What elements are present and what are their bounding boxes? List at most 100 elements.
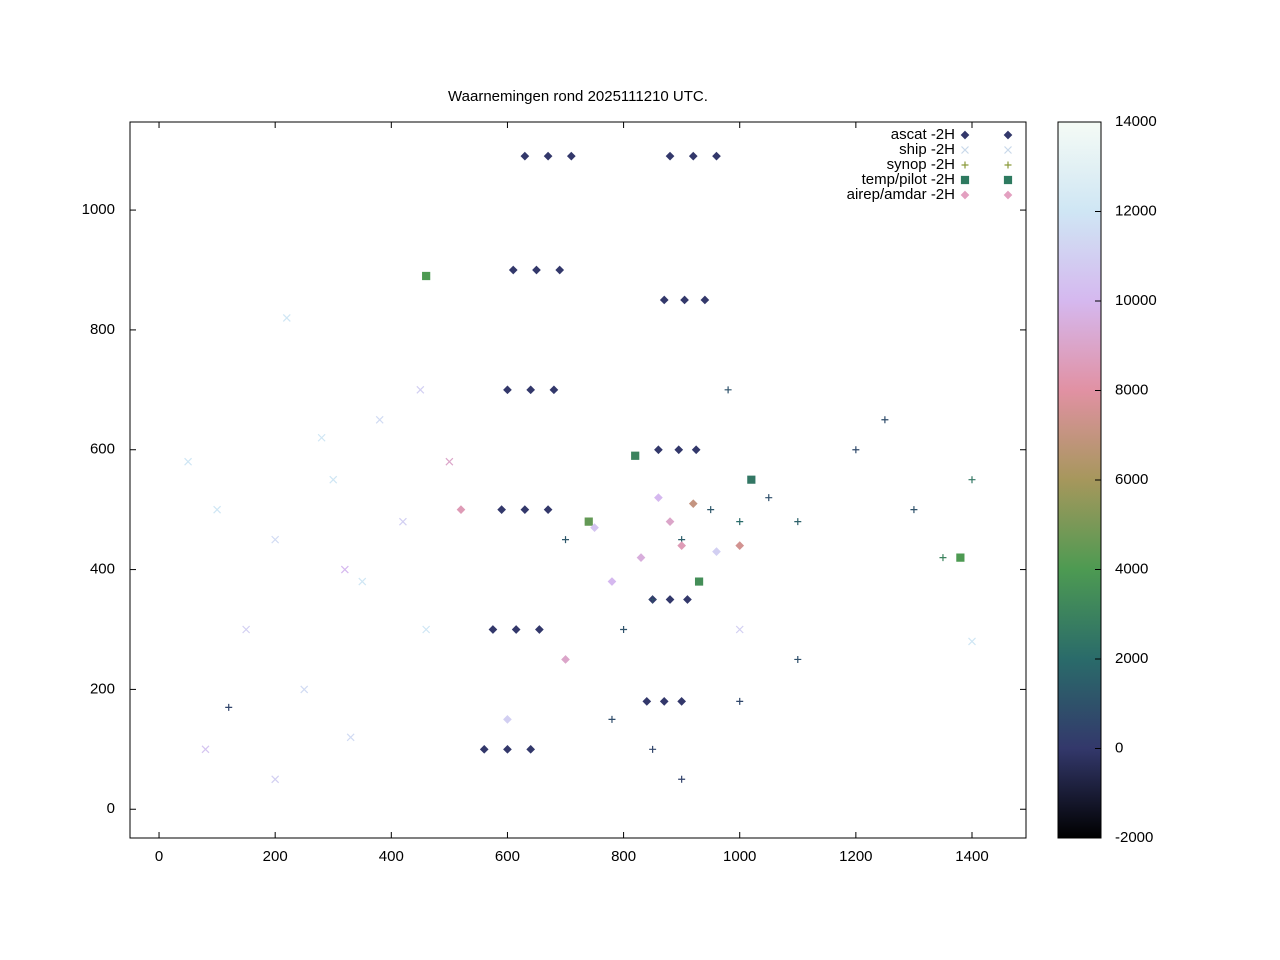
data-point [422,271,431,281]
data-point [532,265,541,275]
data-point [271,535,280,544]
data-point [422,625,431,634]
data-point [242,625,251,634]
legend-label: ship -2H [899,141,955,158]
data-point [497,505,506,515]
legend-symbol [1003,175,1013,185]
data-point [677,541,687,550]
data-point [636,553,646,562]
colorbar [1058,122,1101,838]
data-point [358,577,367,586]
legend-symbol [1004,161,1012,169]
data-point [503,744,512,754]
data-point [479,744,489,754]
data-point [184,457,192,466]
data-point [939,554,947,562]
data-point [566,151,576,161]
data-point [225,703,233,711]
data-point [674,445,684,455]
data-point [665,151,675,161]
legend-symbol [1003,130,1013,140]
y-tick-label: 800 [90,321,115,338]
data-point [665,517,675,526]
x-tick-label: 1200 [839,848,872,865]
data-point [488,625,498,634]
data-point [555,265,565,275]
data-point [665,595,675,604]
colorbar-tick-label: 8000 [1115,381,1148,398]
data-point [968,476,976,484]
chart-title: Waarnemingen rond 2025111210 UTC. [448,88,708,105]
y-tick-label: 1000 [82,201,115,218]
data-point [526,744,536,754]
data-point [590,523,599,532]
colorbar-tick-label: 4000 [1115,560,1148,577]
data-point [956,553,965,562]
data-point [543,151,553,161]
x-tick-label: 400 [379,848,404,865]
x-tick-label: 200 [263,848,288,865]
y-tick-label: 200 [90,680,115,697]
colorbar-tick-label: 12000 [1115,202,1157,219]
data-point [584,517,593,526]
data-point [526,385,536,395]
data-point [794,655,802,663]
data-point [691,445,701,455]
legend-symbol [1004,146,1012,154]
data-point [677,697,687,706]
data-point [642,697,652,706]
data-point [271,775,280,784]
plot-frame [129,121,1027,839]
data-point [543,505,553,515]
colorbar-tick-label: -2000 [1115,829,1153,846]
data-point [631,451,640,460]
y-tick-label: 400 [90,561,115,578]
data-point [700,295,710,305]
legend-label: temp/pilot -2H [862,171,955,188]
data-point [659,295,669,305]
data-point [445,457,454,466]
y-tick-label: 600 [90,441,115,458]
data-point [375,415,384,424]
x-tick-label: 1400 [955,848,988,865]
data-point [707,506,715,514]
data-point [511,625,521,634]
colorbar-tick-label: 2000 [1115,650,1148,667]
data-point [300,685,309,694]
x-tick-label: 600 [495,848,520,865]
data-point [607,577,617,586]
data-point [520,505,530,515]
colorbar-tick-label: 6000 [1115,471,1148,488]
legend-label: ascat -2H [891,126,955,143]
data-point [712,547,721,556]
data-point [683,595,692,604]
colorbar-tick-label: 10000 [1115,292,1157,309]
data-point [329,475,338,484]
y-tick-label: 0 [107,800,115,817]
colorbar-tick-label: 0 [1115,739,1123,756]
data-point [416,385,425,394]
data-point [456,505,466,515]
data-point [201,745,210,754]
data-point [659,697,669,706]
data-point [852,446,860,454]
data-point [562,536,570,544]
data-point [654,493,663,503]
legend-symbol [961,161,969,169]
x-tick-label: 0 [155,848,163,865]
data-point [549,385,559,395]
data-point [968,637,976,646]
legend-label: airep/amdar -2H [847,186,955,203]
marks [184,151,976,784]
legend-symbol [960,175,970,185]
data-point [688,151,698,161]
data-point [561,655,570,664]
data-point [608,715,616,723]
data-point [736,518,744,526]
data-point [724,386,732,394]
data-point [736,697,744,705]
data-point [654,445,663,455]
data-point [508,265,518,275]
data-point [680,295,689,305]
